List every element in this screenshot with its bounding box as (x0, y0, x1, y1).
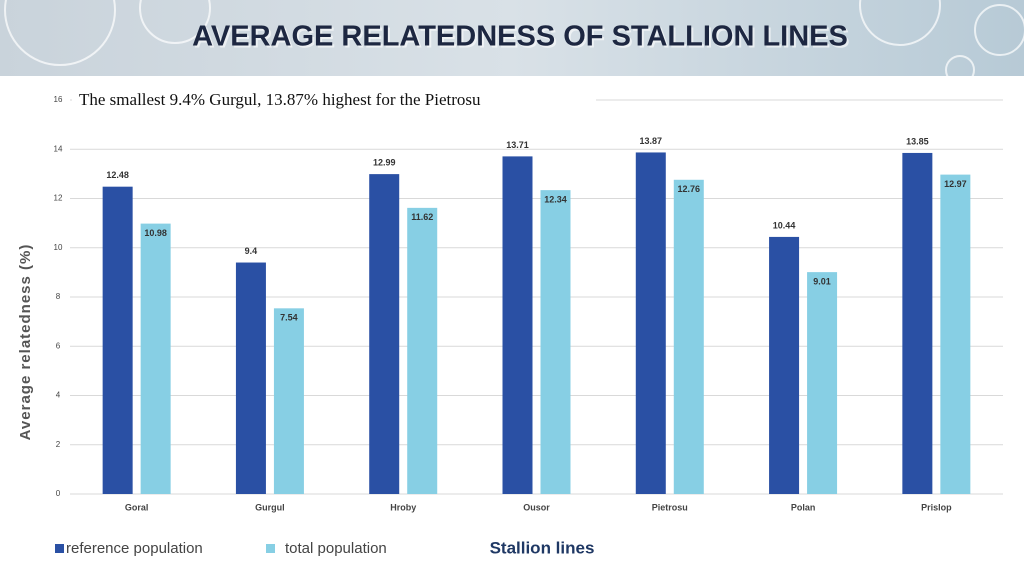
y-tick-label: 8 (56, 292, 61, 301)
y-tick-label: 6 (56, 341, 61, 350)
annotation: The smallest 9.4% Gurgul, 13.87% highest… (79, 90, 481, 109)
x-tick-label: Ousor (523, 502, 550, 512)
bar (369, 174, 400, 494)
bar (273, 308, 304, 494)
y-tick-label: 10 (54, 243, 63, 252)
data-label: 12.76 (678, 184, 701, 194)
y-axis-label: Average relatedness (%) (17, 244, 34, 441)
x-tick-label: Goral (125, 502, 149, 512)
bar (502, 156, 533, 495)
data-label: 9.01 (813, 277, 831, 287)
bar (769, 236, 800, 495)
bar (235, 262, 266, 494)
bar (902, 152, 933, 494)
y-tick-label: 12 (54, 194, 63, 203)
y-tick-label: 14 (54, 144, 63, 153)
chart-title: AVERAGE RELATEDNESS OF STALLION LINES (192, 21, 848, 53)
x-tick-label: Pietrosu (652, 502, 688, 512)
y-tick-label: 2 (56, 440, 61, 449)
x-axis-label: Stallion lines (490, 538, 595, 557)
x-tick-label: Gurgul (255, 502, 285, 512)
data-label: 13.85 (906, 136, 929, 146)
y-tick-label: 16 (54, 95, 63, 104)
x-tick-label: Prislop (921, 502, 952, 512)
x-tick-label: Polan (791, 502, 816, 512)
bar (540, 190, 571, 494)
bar (140, 223, 171, 494)
bar (807, 272, 838, 494)
data-label: 10.98 (144, 228, 167, 238)
annotation-background (72, 88, 596, 114)
y-tick-label: 0 (56, 489, 61, 498)
legend-label: total population (285, 540, 387, 557)
bar (407, 207, 438, 495)
x-tick-label: Hroby (390, 502, 416, 512)
bar (635, 152, 666, 495)
legend-swatch (55, 544, 64, 553)
legend-label: reference population (66, 540, 203, 557)
data-label: 12.34 (544, 195, 567, 205)
legend-swatch (266, 544, 275, 553)
bubbles (4, 0, 1024, 85)
data-label: 12.99 (373, 157, 396, 167)
data-label: 10.44 (773, 220, 796, 230)
y-tick-label: 4 (56, 391, 61, 400)
data-label: 11.62 (411, 212, 433, 222)
data-label: 7.54 (280, 313, 298, 323)
data-label: 13.71 (506, 140, 529, 150)
data-label: 12.97 (944, 179, 967, 189)
title-banner (0, 0, 1024, 76)
data-label: 9.4 (245, 246, 258, 256)
title-shadow: AVERAGE RELATEDNESS OF STALLION LINES (194, 23, 850, 55)
data-label: 12.48 (106, 170, 129, 180)
bar (673, 179, 704, 494)
bar (102, 186, 133, 494)
data-label: 13.87 (640, 136, 663, 146)
bar (940, 174, 971, 494)
